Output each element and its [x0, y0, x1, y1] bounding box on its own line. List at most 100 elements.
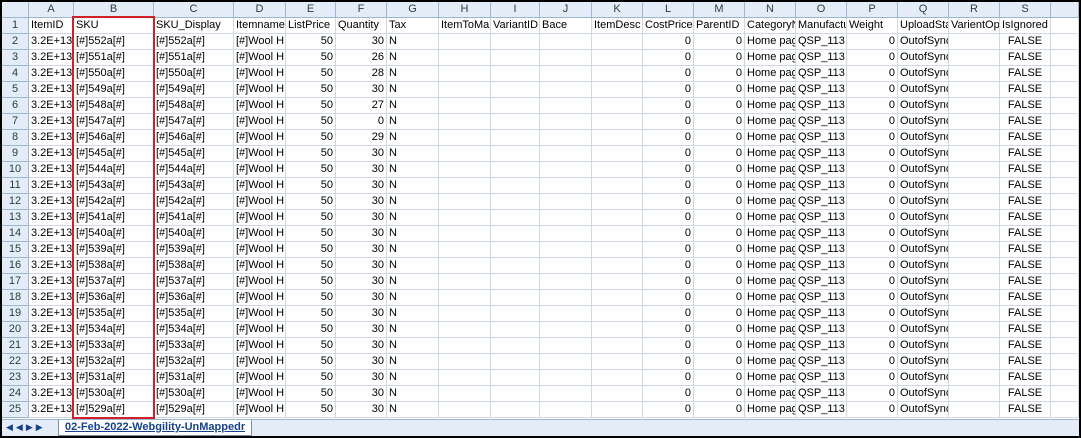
cell [540, 114, 592, 130]
tab-navigation[interactable]: ◀◀▶▶ [6, 422, 46, 432]
cell: QSP_113 [796, 50, 847, 66]
cell: N [387, 338, 439, 354]
sheet-tab-bar: ◀◀▶▶ 02-Feb-2022-Webgility-UnMappedr [2, 419, 1079, 436]
cell: FALSE [1000, 322, 1051, 338]
cell: FALSE [1000, 242, 1051, 258]
cell: 3.2E+13 [29, 354, 74, 370]
cell: [#]Wool H [234, 50, 286, 66]
cell: OutofSync [898, 258, 949, 274]
header-cell: ParentID [694, 18, 745, 34]
sheet-tab[interactable]: 02-Feb-2022-Webgility-UnMappedr [58, 420, 253, 436]
cell: 30 [336, 162, 387, 178]
cell [949, 66, 1000, 82]
cell [491, 226, 540, 242]
cell: Home pag [745, 162, 796, 178]
cell: 0 [847, 66, 898, 82]
cell: OutofSync [898, 210, 949, 226]
cell: FALSE [1000, 34, 1051, 50]
cell: 50 [286, 98, 336, 114]
cell [1051, 34, 1079, 50]
cell: N [387, 98, 439, 114]
cell: 0 [694, 258, 745, 274]
cell: Home pag [745, 258, 796, 274]
cell: 3.2E+13 [29, 82, 74, 98]
row-number: 16 [2, 258, 29, 274]
cell: OutofSync [898, 370, 949, 386]
cell: [#]Wool H [234, 386, 286, 402]
cell: [#]534a[#] [154, 322, 234, 338]
cell: 0 [847, 114, 898, 130]
cell: 50 [286, 210, 336, 226]
cell: OutofSync [898, 386, 949, 402]
cell: 30 [336, 274, 387, 290]
cell: N [387, 114, 439, 130]
cell: 50 [286, 34, 336, 50]
cell: Home pag [745, 194, 796, 210]
cell [949, 370, 1000, 386]
cell: 3.2E+13 [29, 114, 74, 130]
cell: 3.2E+13 [29, 322, 74, 338]
cell [592, 274, 643, 290]
cell: QSP_113 [796, 130, 847, 146]
cell: N [387, 50, 439, 66]
cell: OutofSync [898, 194, 949, 210]
cell [1051, 306, 1079, 322]
cell [491, 146, 540, 162]
cell: QSP_113 [796, 194, 847, 210]
cell: 0 [694, 338, 745, 354]
cell: Home pag [745, 274, 796, 290]
cell: 3.2E+13 [29, 66, 74, 82]
cell [491, 370, 540, 386]
row-number: 24 [2, 386, 29, 402]
cell [949, 258, 1000, 274]
header-cell: IsIgnored [1000, 18, 1051, 34]
cell: FALSE [1000, 50, 1051, 66]
cell [439, 178, 491, 194]
cell [439, 354, 491, 370]
cell: 0 [643, 114, 694, 130]
cell [540, 82, 592, 98]
cell: N [387, 274, 439, 290]
cell: 50 [286, 402, 336, 418]
cell: 0 [336, 114, 387, 130]
cell: QSP_113 [796, 82, 847, 98]
cell: 0 [643, 386, 694, 402]
cell: [#]546a[#] [154, 130, 234, 146]
cell [1051, 210, 1079, 226]
cell [540, 66, 592, 82]
cell: OutofSync [898, 130, 949, 146]
cell: 3.2E+13 [29, 338, 74, 354]
cell: 50 [286, 226, 336, 242]
cell: 30 [336, 322, 387, 338]
cell: 0 [847, 386, 898, 402]
cell: 0 [643, 322, 694, 338]
cell: 0 [694, 114, 745, 130]
cell: FALSE [1000, 354, 1051, 370]
cell [491, 178, 540, 194]
cell [949, 194, 1000, 210]
column-letter: M [694, 2, 745, 18]
cell [1051, 242, 1079, 258]
cell: 0 [694, 178, 745, 194]
cell: 3.2E+13 [29, 258, 74, 274]
cell: QSP_113 [796, 226, 847, 242]
cell: 0 [694, 370, 745, 386]
cell [592, 338, 643, 354]
cell: OutofSync [898, 34, 949, 50]
cell: [#]Wool H [234, 306, 286, 322]
cell [1051, 322, 1079, 338]
cell [592, 226, 643, 242]
cell: OutofSync [898, 322, 949, 338]
cell: 0 [847, 354, 898, 370]
column-letter: C [154, 2, 234, 18]
cell: FALSE [1000, 82, 1051, 98]
cell: FALSE [1000, 130, 1051, 146]
cell: 30 [336, 34, 387, 50]
row-number: 5 [2, 82, 29, 98]
cell: 30 [336, 82, 387, 98]
cell: 3.2E+13 [29, 146, 74, 162]
cell: QSP_113 [796, 386, 847, 402]
cell: QSP_113 [796, 322, 847, 338]
cell: [#]530a[#] [154, 386, 234, 402]
cell: 0 [694, 402, 745, 418]
